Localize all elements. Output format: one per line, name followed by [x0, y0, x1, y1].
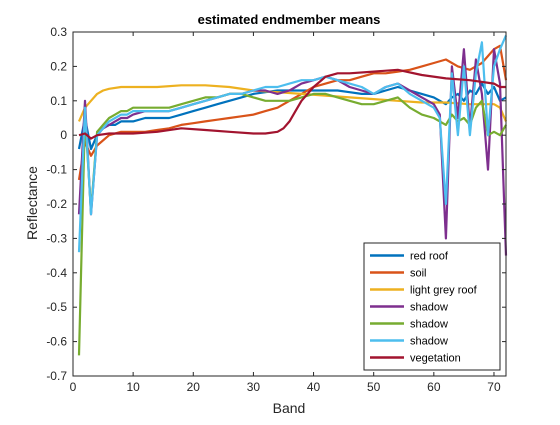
legend-label: shadow — [410, 302, 448, 314]
y-tick-label: -0.5 — [46, 300, 67, 314]
x-tick-label: 60 — [427, 380, 441, 394]
y-tick-label: -0.1 — [46, 163, 67, 177]
series-line-5 — [77, 34, 508, 253]
series-line-3 — [77, 48, 508, 256]
y-axis-label: Reflectance — [24, 166, 40, 240]
legend-label: shadow — [410, 336, 448, 348]
series-layer — [77, 34, 508, 356]
y-tick-label: 0.2 — [50, 59, 67, 73]
chart-title: estimated endmember means — [198, 12, 381, 27]
legend-label: shadow — [410, 319, 448, 331]
legend-label: vegetation — [410, 353, 461, 365]
y-tick-label: -0.7 — [46, 369, 67, 383]
series-line-6 — [78, 68, 506, 140]
x-tick-label: 20 — [187, 380, 201, 394]
legend-label: soil — [410, 268, 427, 280]
y-tick-label: 0.3 — [50, 25, 67, 39]
y-tick-label: 0.1 — [50, 94, 67, 108]
y-tick-label: 0 — [60, 128, 67, 142]
y-tick-label: -0.3 — [46, 231, 67, 245]
x-tick-label: 50 — [367, 380, 381, 394]
legend: red roof soil light grey roof shadow shadow s… — [363, 242, 501, 371]
tick-layer: 0 10 20 30 40 50 60 70 -0.7 -0.6 -0.5 -0.4 -0.3 -0.2 -… — [46, 25, 506, 394]
x-axis-label: Band — [273, 400, 306, 416]
x-tick-label: 0 — [70, 380, 77, 394]
x-tick-label: 40 — [307, 380, 321, 394]
y-tick-label: -0.6 — [46, 335, 67, 349]
legend-label: light grey roof — [410, 285, 478, 297]
legend-label: red roof — [410, 251, 449, 263]
x-tick-label: 30 — [247, 380, 261, 394]
y-tick-label: -0.2 — [46, 197, 67, 211]
x-tick-label: 10 — [126, 380, 140, 394]
x-tick-label: 70 — [487, 380, 501, 394]
y-tick-label: -0.4 — [46, 266, 67, 280]
